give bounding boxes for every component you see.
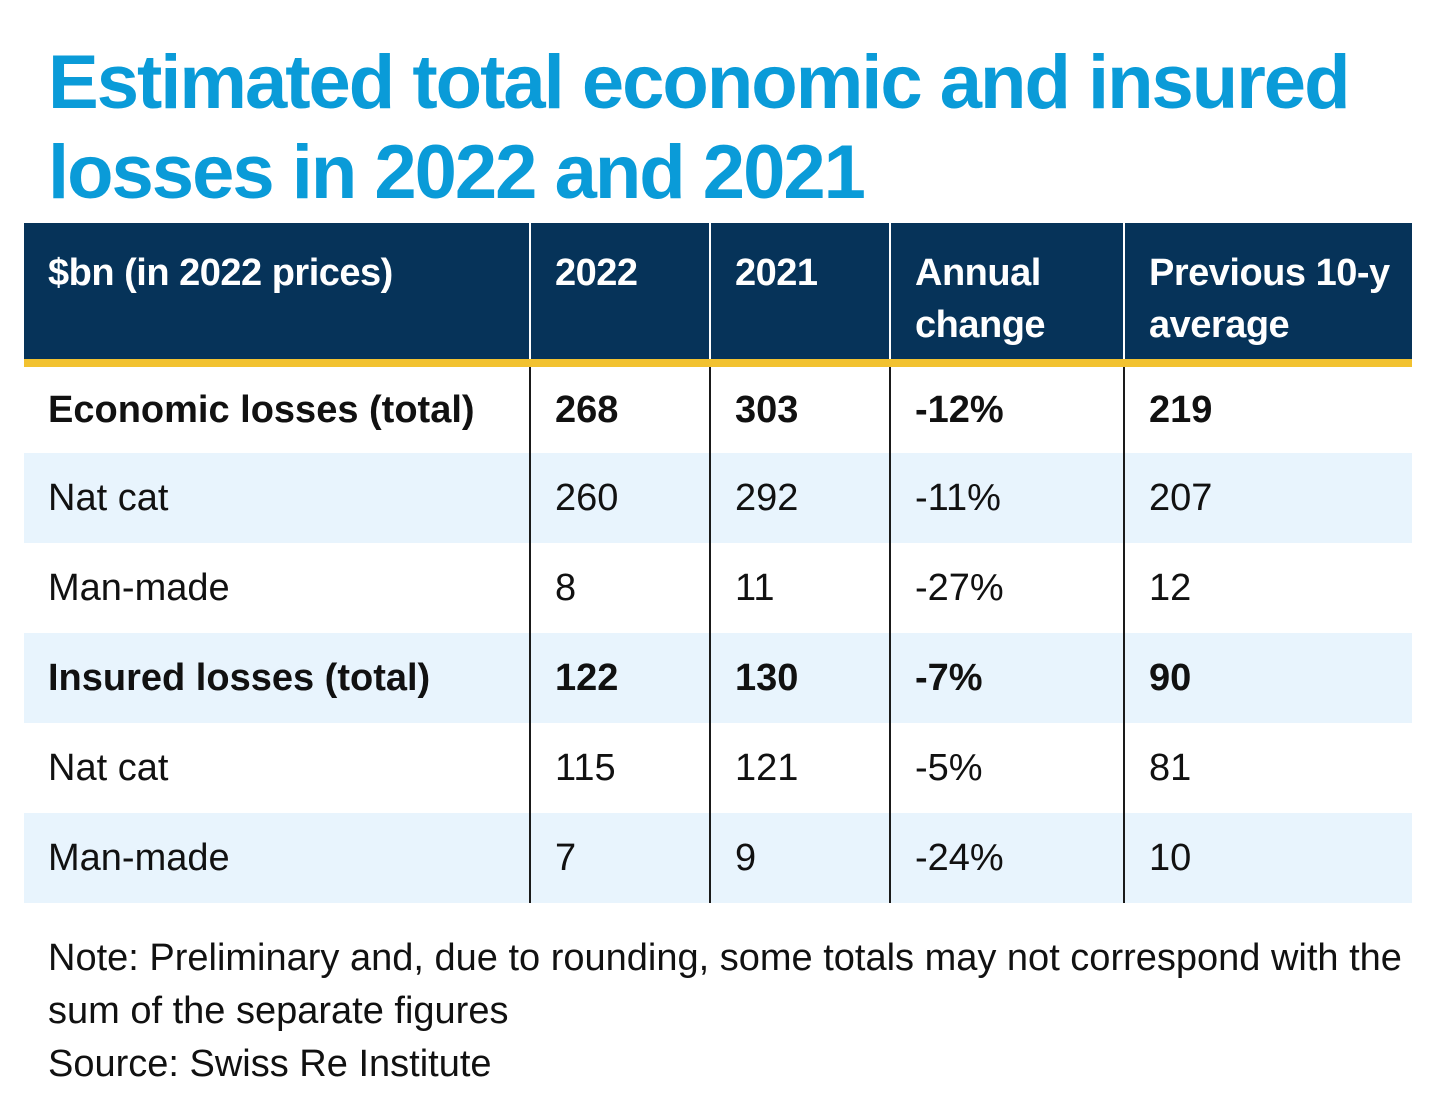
cell-annual-change: -12% bbox=[889, 363, 1124, 453]
cell-annual-change: -5% bbox=[889, 723, 1124, 813]
row-label: Insured losses (total) bbox=[24, 633, 530, 723]
cell-previous-10y-average: 10 bbox=[1123, 813, 1412, 903]
row-label: Man-made bbox=[48, 566, 230, 609]
header-2021: 2021 bbox=[709, 223, 890, 367]
cell-previous-10y-average: 12 bbox=[1123, 543, 1412, 633]
header-2022: 2022 bbox=[529, 223, 710, 367]
cell-value-2022: 8 bbox=[529, 543, 710, 633]
cell-annual-change: -7% bbox=[889, 633, 1124, 723]
cell-value-2022: 122 bbox=[529, 633, 710, 723]
header-previous-10y-average: Previous 10-y average bbox=[1123, 223, 1412, 367]
losses-table: $bn (in 2022 prices) 2022 2021 Annual ch… bbox=[24, 223, 1412, 903]
cell-previous-10y-average: 90 bbox=[1123, 633, 1412, 723]
table-row: Nat cat 260 292 -11% 207 bbox=[24, 453, 1412, 543]
table-row: Insured losses (total) 122 130 -7% 90 bbox=[24, 633, 1412, 723]
cell-value-2022: 268 bbox=[529, 363, 710, 453]
header-row: $bn (in 2022 prices) 2022 2021 Annual ch… bbox=[24, 223, 1412, 367]
cell-annual-change: -27% bbox=[889, 543, 1124, 633]
row-label: Economic losses (total) bbox=[48, 388, 475, 431]
footnotes: Note: Preliminary and, due to rounding, … bbox=[48, 932, 1408, 1091]
cell-value-2021: 130 bbox=[709, 633, 890, 723]
cell-value-2022: 260 bbox=[529, 453, 710, 543]
table-row: Economic losses (total) 268 303 -12% 219 bbox=[24, 363, 1412, 453]
header-annual-change: Annual change bbox=[889, 223, 1124, 367]
table-row: Man-made 8 11 -27% 12 bbox=[24, 543, 1412, 633]
losses-table-container: $bn (in 2022 prices) 2022 2021 Annual ch… bbox=[24, 223, 1412, 903]
cell-previous-10y-average: 219 bbox=[1123, 363, 1412, 453]
cell-value-2021: 121 bbox=[709, 723, 890, 813]
note-text: Note: Preliminary and, due to rounding, … bbox=[48, 937, 1402, 1032]
row-label: Nat cat bbox=[24, 453, 530, 543]
row-label: Man-made bbox=[24, 813, 530, 903]
cell-annual-change: -24% bbox=[889, 813, 1124, 903]
cell-previous-10y-average: 207 bbox=[1123, 453, 1412, 543]
cell-previous-10y-average: 81 bbox=[1123, 723, 1412, 813]
cell-value-2022: 7 bbox=[529, 813, 710, 903]
table-row: Nat cat 115 121 -5% 81 bbox=[24, 723, 1412, 813]
cell-annual-change: -11% bbox=[889, 453, 1124, 543]
table-header: $bn (in 2022 prices) 2022 2021 Annual ch… bbox=[24, 223, 1412, 367]
row-label: Nat cat bbox=[48, 746, 169, 789]
cell-value-2021: 11 bbox=[709, 543, 890, 633]
cell-value-2021: 303 bbox=[709, 363, 890, 453]
table-body: Economic losses (total) 268 303 -12% 219 Nat … bbox=[24, 363, 1412, 903]
cell-value-2022: 115 bbox=[529, 723, 710, 813]
chart-title: Estimated total economic and insured los… bbox=[48, 40, 1351, 215]
source-text: Source: Swiss Re Institute bbox=[48, 1043, 492, 1085]
table-row: Man-made 7 9 -24% 10 bbox=[24, 813, 1412, 903]
cell-value-2021: 292 bbox=[709, 453, 890, 543]
cell-value-2021: 9 bbox=[709, 813, 890, 903]
header-label-column: $bn (in 2022 prices) bbox=[24, 223, 530, 367]
